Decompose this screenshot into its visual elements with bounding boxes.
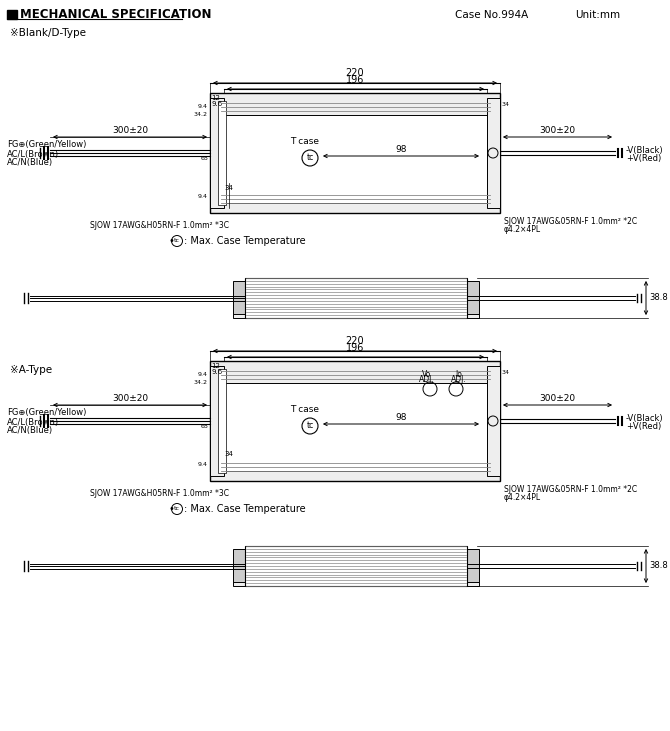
Text: 220: 220 xyxy=(346,68,364,78)
Text: 34: 34 xyxy=(224,451,233,457)
Text: MECHANICAL SPECIFICATION: MECHANICAL SPECIFICATION xyxy=(20,8,212,21)
Text: AC/L(Brown): AC/L(Brown) xyxy=(7,150,59,159)
Text: 38.8: 38.8 xyxy=(649,561,668,570)
Text: 98: 98 xyxy=(395,413,407,422)
Bar xyxy=(233,314,479,318)
Bar xyxy=(233,281,245,315)
Bar xyxy=(467,549,479,583)
Text: tc: tc xyxy=(174,507,180,512)
Text: Io: Io xyxy=(456,370,462,379)
Text: FG⊕(Green/Yellow): FG⊕(Green/Yellow) xyxy=(7,409,86,417)
Text: 196: 196 xyxy=(346,75,364,85)
Bar xyxy=(210,366,224,476)
Text: AC/N(Blue): AC/N(Blue) xyxy=(7,425,53,434)
Text: 220: 220 xyxy=(346,336,364,346)
Text: tc: tc xyxy=(174,238,180,243)
Bar xyxy=(224,115,487,203)
Bar xyxy=(7,10,17,19)
Text: Unit:mm: Unit:mm xyxy=(575,10,620,20)
Text: 196: 196 xyxy=(346,343,364,353)
Bar xyxy=(487,366,500,476)
Text: 34.2: 34.2 xyxy=(194,381,208,385)
Text: 9.4: 9.4 xyxy=(198,463,208,468)
Text: SJOW 17AWG&H05RN-F 1.0mm² *3C: SJOW 17AWG&H05RN-F 1.0mm² *3C xyxy=(90,489,229,498)
Text: 9.6: 9.6 xyxy=(211,369,222,375)
Text: Case No.994A: Case No.994A xyxy=(455,10,528,20)
Text: φ4.2×4PL: φ4.2×4PL xyxy=(504,225,541,234)
Text: •: • xyxy=(168,504,174,514)
Text: T case: T case xyxy=(291,137,320,146)
Bar xyxy=(245,546,467,586)
Text: -V(Black): -V(Black) xyxy=(626,145,663,154)
Text: FG⊕(Green/Yellow): FG⊕(Green/Yellow) xyxy=(7,140,86,150)
Text: : Max. Case Temperature: : Max. Case Temperature xyxy=(184,236,306,246)
Text: 12: 12 xyxy=(211,363,220,369)
Text: 300±20: 300±20 xyxy=(112,126,148,135)
Text: 34: 34 xyxy=(502,102,510,107)
Text: : Max. Case Temperature: : Max. Case Temperature xyxy=(184,504,306,514)
Bar xyxy=(245,278,467,318)
Text: 9.4: 9.4 xyxy=(198,194,208,200)
Text: 300±20: 300±20 xyxy=(539,394,576,403)
Bar xyxy=(218,369,226,473)
Text: ADJ.: ADJ. xyxy=(419,375,435,384)
Text: •: • xyxy=(168,236,174,246)
Text: 98: 98 xyxy=(395,145,407,154)
Text: 12: 12 xyxy=(211,95,220,101)
Text: 38.8: 38.8 xyxy=(649,294,668,303)
Text: 9.6: 9.6 xyxy=(211,101,222,107)
Text: 68: 68 xyxy=(200,156,208,161)
Bar xyxy=(467,281,479,315)
Text: 300±20: 300±20 xyxy=(112,394,148,403)
Text: T case: T case xyxy=(291,405,320,414)
Text: +V(Red): +V(Red) xyxy=(626,154,661,162)
Text: 300±20: 300±20 xyxy=(539,126,576,135)
Text: AC/L(Brown): AC/L(Brown) xyxy=(7,417,59,426)
Text: 68: 68 xyxy=(200,423,208,428)
Text: φ4.2×4PL: φ4.2×4PL xyxy=(504,493,541,502)
Text: ※A-Type: ※A-Type xyxy=(10,365,52,375)
Text: AC/N(Blue): AC/N(Blue) xyxy=(7,157,53,167)
Text: tc: tc xyxy=(306,154,314,162)
Text: SJOW 17AWG&05RN-F 1.0mm² *2C: SJOW 17AWG&05RN-F 1.0mm² *2C xyxy=(504,485,637,494)
Text: SJOW 17AWG&05RN-F 1.0mm² *2C: SJOW 17AWG&05RN-F 1.0mm² *2C xyxy=(504,217,637,226)
Bar xyxy=(487,98,500,208)
Bar xyxy=(210,93,500,213)
Bar xyxy=(233,549,245,583)
Text: +V(Red): +V(Red) xyxy=(626,422,661,431)
Text: 34: 34 xyxy=(502,371,510,376)
Bar xyxy=(210,361,500,481)
Bar xyxy=(218,101,226,205)
Text: 9.4: 9.4 xyxy=(198,104,208,108)
Text: ※Blank/D-Type: ※Blank/D-Type xyxy=(10,28,86,38)
Text: tc: tc xyxy=(306,422,314,431)
Text: ADJ.: ADJ. xyxy=(451,375,467,384)
Bar xyxy=(233,582,479,586)
Text: Vo: Vo xyxy=(422,370,431,379)
Bar xyxy=(224,383,487,471)
Text: 34: 34 xyxy=(224,185,233,191)
Bar xyxy=(210,98,224,208)
Text: 34.2: 34.2 xyxy=(194,113,208,118)
Text: SJOW 17AWG&H05RN-F 1.0mm² *3C: SJOW 17AWG&H05RN-F 1.0mm² *3C xyxy=(90,221,229,230)
Text: 9.4: 9.4 xyxy=(198,371,208,376)
Text: -V(Black): -V(Black) xyxy=(626,414,663,423)
